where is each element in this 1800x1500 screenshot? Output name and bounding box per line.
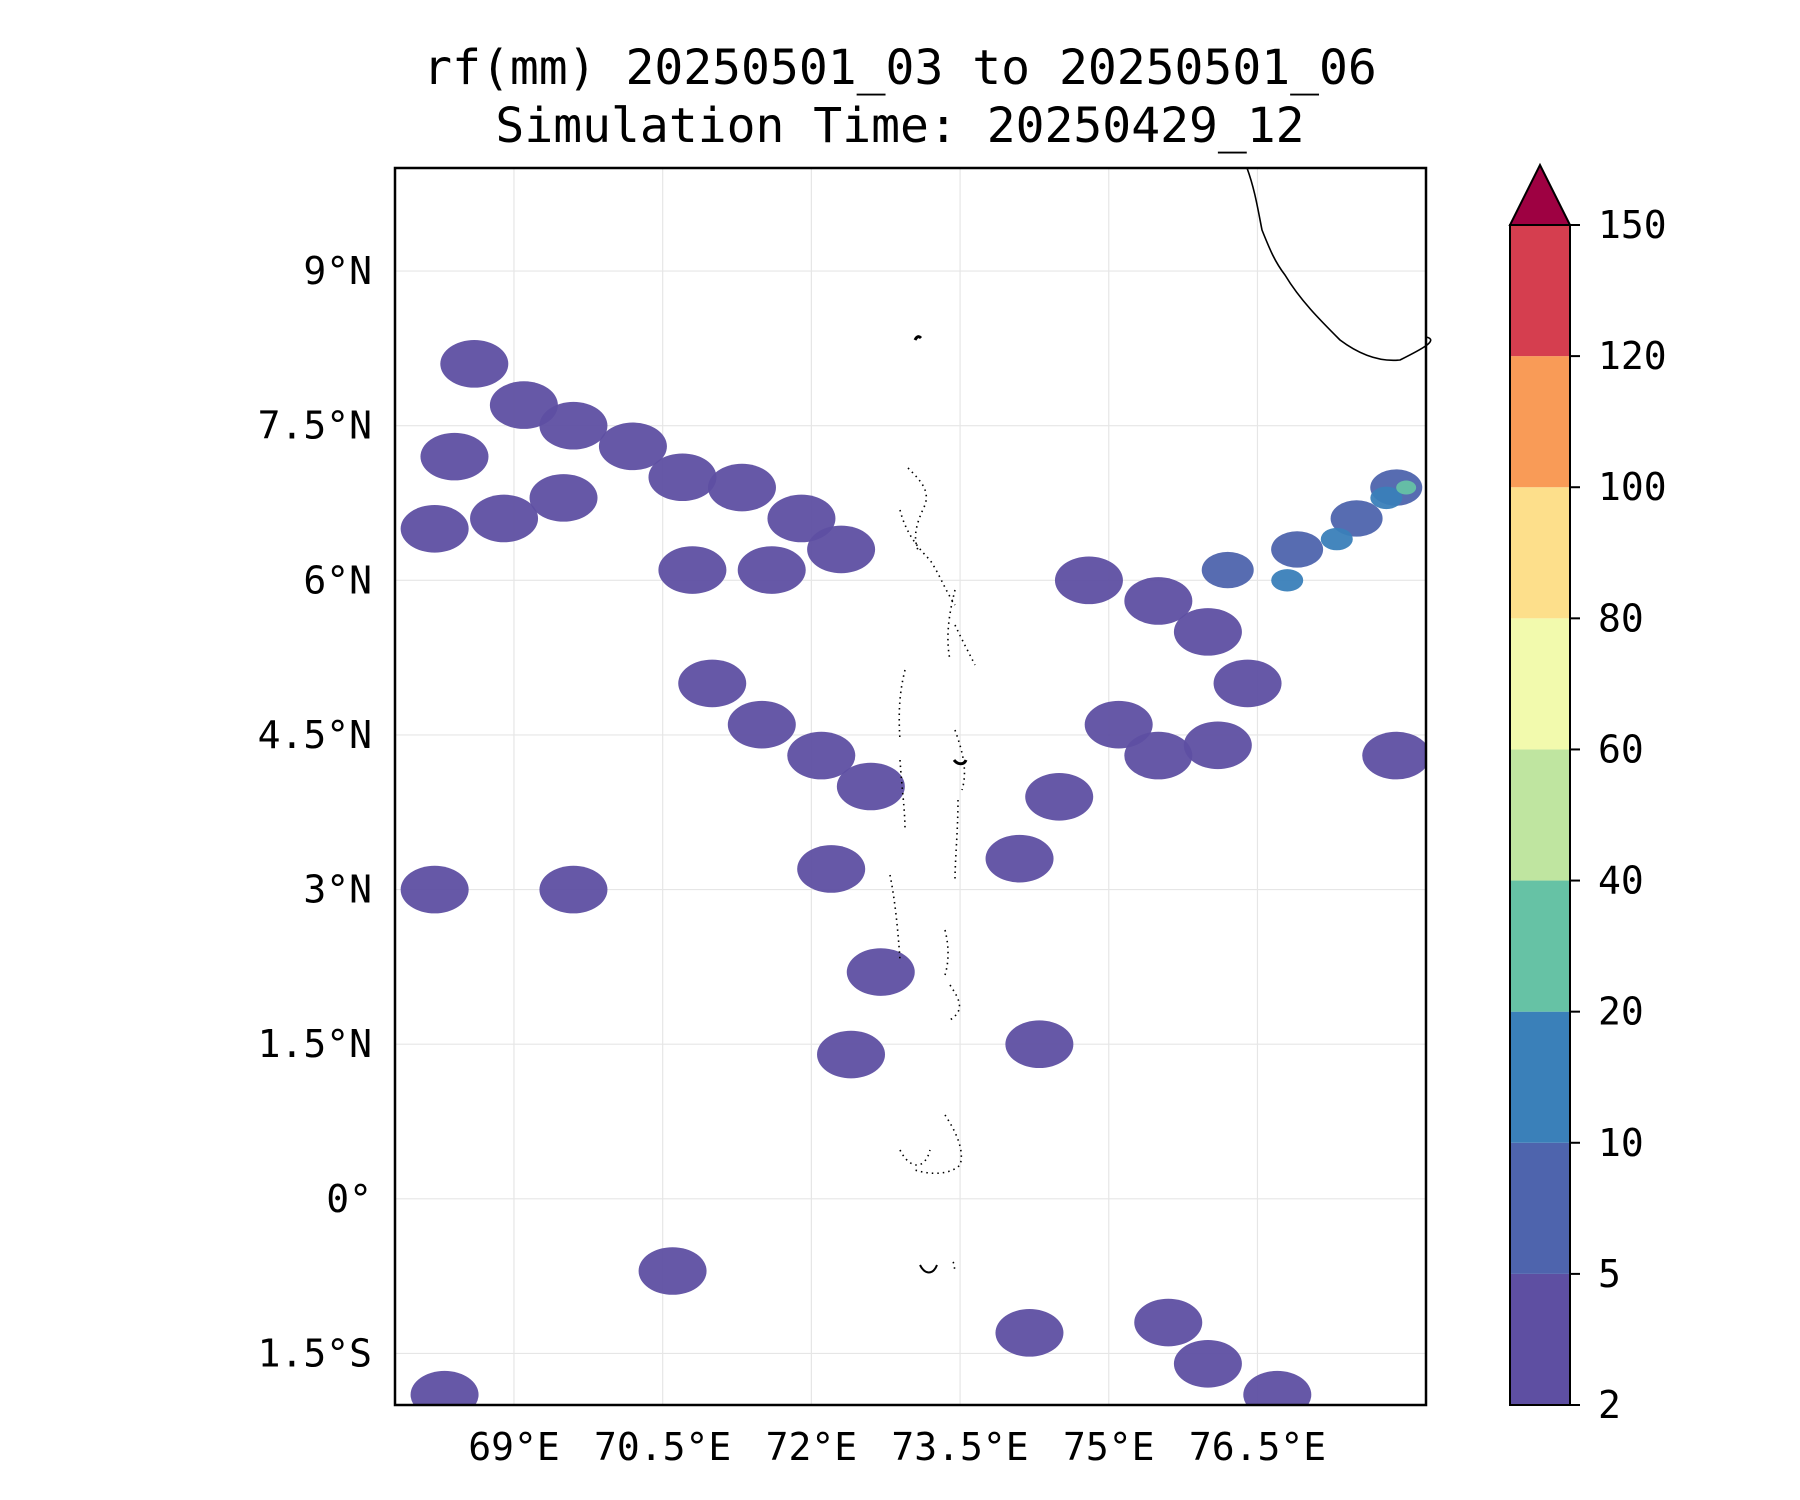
lat-tick-label: 7.5°N [258,404,372,448]
colorbar-segment [1510,356,1570,488]
rain-cell [539,401,608,450]
latitude-tick-labels: 9°N 7.5°N 6°N 4.5°N 3°N 1.5°N 0° 1.5°S [258,249,372,1375]
colorbar-label: 150 [1598,203,1667,247]
colorbar-label: 100 [1598,465,1667,509]
rain-cell [1183,721,1252,770]
colorbar-segment [1510,1011,1570,1143]
lon-tick-label: 69°E [468,1425,560,1469]
rain-cell [470,494,539,543]
rain-cell [400,504,469,553]
rain-cell [1005,1020,1074,1069]
rain-cell [1084,700,1153,749]
longitude-tick-labels: 69°E 70.5°E 72°E 73.5°E 75°E 76.5°E [468,1425,1326,1469]
rain-cell [638,1247,707,1295]
maldives-island-mark [952,758,968,766]
lat-tick-label: 9°N [303,249,372,293]
lat-tick-label: 0° [326,1177,372,1221]
rain-cell [1124,577,1193,625]
rain-cell [1271,531,1324,568]
rain-cell [985,834,1054,883]
sri-lanka-coastline [1246,167,1432,362]
lat-tick-label: 1.5°N [258,1022,372,1066]
rain-cell [707,463,776,512]
rain-cell [420,432,489,481]
lat-tick-label: 4.5°N [258,713,372,757]
rainfall-field [400,340,1426,1405]
colorbar-label: 2 [1598,1383,1621,1427]
colorbar-label: 80 [1598,596,1644,640]
rain-cell [598,422,667,471]
rain-cell [1124,731,1193,780]
rain-cell [1243,1370,1312,1405]
rain-cell [1362,731,1426,780]
rain-cell [1213,659,1282,708]
colorbar-extend-arrow [1508,162,1572,226]
rain-cell [1396,480,1417,495]
rain-cell [678,659,747,708]
colorbar-label: 10 [1598,1121,1644,1165]
rain-cell [1320,527,1353,551]
maldives-island-mark [913,335,923,341]
rain-cell [1173,1339,1242,1388]
coastlines [889,167,1432,1274]
rain-cell [737,546,806,594]
colorbar-segment [1510,749,1570,881]
rain-cell [807,525,876,574]
colorbar-segment [1510,618,1570,750]
lat-tick-label: 6°N [303,558,372,602]
rain-cell [846,948,915,996]
rain-cell [797,845,866,893]
lon-tick-label: 73.5°E [891,1425,1028,1469]
rain-cell [410,1370,479,1405]
colorbar-segment [1510,880,1570,1012]
colorbar-label: 5 [1598,1252,1621,1296]
colorbar-segment [1510,1273,1570,1405]
rain-cell [1134,1298,1203,1347]
rain-cell [1271,569,1304,592]
rain-cell [995,1309,1064,1357]
colorbar-segment [1510,487,1570,619]
rain-cell [440,340,509,388]
rain-cell [787,731,856,780]
rain-cell [658,546,727,594]
rain-cell [1025,773,1094,821]
lat-tick-label: 3°N [303,868,372,912]
rain-cell [1330,500,1383,537]
maldives-island-mark [919,1264,938,1274]
gridlines [395,168,1426,1405]
colorbar-segment [1510,1142,1570,1274]
rain-cell [648,453,717,502]
rain-cell [1054,556,1123,605]
lon-tick-label: 75°E [1063,1425,1155,1469]
lat-tick-label: 1.5°S [258,1331,372,1375]
maldives-atolls [889,467,976,1273]
chart-title: rf(mm) 20250501_03 to 20250501_06 [423,40,1377,96]
colorbar-label: 120 [1598,334,1667,378]
map-frame [393,166,1428,1407]
rain-cell [400,865,469,914]
rain-cell [1201,551,1254,589]
lon-tick-label: 76.5°E [1189,1425,1326,1469]
rain-cell [817,1030,886,1079]
rain-cell [1173,608,1242,656]
rain-cell [836,762,905,811]
lon-tick-label: 70.5°E [594,1425,731,1469]
rain-cell [529,474,598,522]
chart-subtitle: Simulation Time: 20250429_12 [495,98,1305,154]
rain-cell [489,381,558,429]
lon-tick-label: 72°E [766,1425,858,1469]
rain-cell [1370,486,1403,510]
colorbar-label: 40 [1598,859,1644,903]
colorbar: 2 5 10 20 40 60 80 100 120 150 [1508,162,1667,1427]
colorbar-label: 20 [1598,990,1644,1034]
rain-cell [727,700,796,749]
rain-cell [539,865,608,914]
colorbar-frame [1509,224,1571,1406]
colorbar-segment [1510,225,1570,357]
rain-cell [767,494,836,543]
colorbar-label: 60 [1598,727,1644,771]
